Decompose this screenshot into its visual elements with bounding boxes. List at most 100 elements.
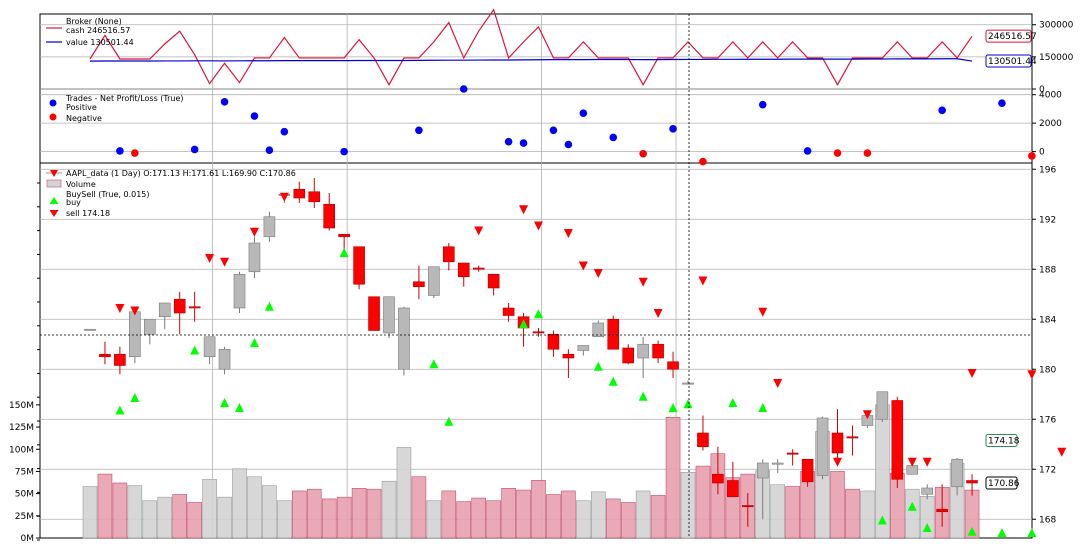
trade-positive-point [998,99,1006,108]
broker-ytick-label: 150000 [1039,53,1074,63]
candle-body [801,458,814,483]
candle-body [114,353,126,366]
buy-signal-marker [877,515,887,525]
buy-signal-marker [339,248,349,257]
broker-last-box-cash [985,29,1032,43]
price-ytick-label: 188 [1039,265,1056,275]
volume-bar [157,496,173,539]
sell-signal-marker [474,226,484,236]
candle-body [846,436,859,439]
volume-bar [336,496,352,539]
legend-marker-buy [49,197,59,204]
buy-signal-marker [519,319,529,329]
candle-body [158,302,171,318]
sell-signal-marker [638,277,648,287]
buy-signal-marker [593,361,603,371]
candle-body [876,391,889,420]
sell-signal-marker [758,307,768,317]
volume-bar [306,488,322,539]
candle-body [487,273,500,289]
candle-body [682,382,694,385]
sell-signal-marker [578,261,588,271]
volume-bar [635,490,651,539]
candle-body [786,452,799,455]
price-ytick-label: 196 [1039,165,1056,175]
volume-bar [590,491,606,539]
volume-bar [366,488,382,539]
volume-bar [97,473,113,539]
trade-positive-point [265,146,274,154]
volume-bar [321,498,337,539]
volume-bar [217,496,232,539]
buy-signal-marker [907,501,917,511]
volume-bar [665,416,681,539]
trade-positive-point [519,139,528,147]
broker-ytick-label: 300000 [1039,21,1074,31]
sell-signal-marker [519,205,529,215]
buy-signal-marker [638,391,648,401]
buy-signal-marker [1027,528,1037,537]
trade-positive-point [758,100,767,109]
candle-body [457,262,470,278]
candle-body [727,480,739,498]
candle-body [547,333,560,350]
price-ytick-label: 184 [1039,315,1056,325]
candle-body [203,336,216,358]
broker-last-label-value: 130501.44 [988,57,1037,67]
sell-signal-marker [593,269,603,278]
buy-signal-marker [429,359,439,369]
broker-last-box-value [985,54,1032,68]
legend-marker-positive [49,99,57,107]
candle-body [472,267,485,270]
trade-positive-point [504,137,513,146]
volume-ytick-label: 125M [9,423,34,433]
candle-body [323,203,336,229]
sell-signal-marker [907,457,917,467]
buy-signal-marker [967,526,977,536]
volume-bar [441,490,457,539]
candle-body [697,432,709,448]
buy-signal-marker [668,403,678,412]
trades-ytick-label: 0 [1039,148,1045,158]
price-ytick-label: 168 [1039,515,1056,525]
trade-positive-point [938,106,946,115]
volume-bar [650,495,666,539]
trade-positive-point [220,98,229,106]
candle-body [398,307,410,370]
price-legend-volume: Volume [66,180,96,189]
volume-bar [127,485,143,539]
candle-body [353,246,365,285]
candle-body [144,318,156,335]
volume-bar [411,476,427,539]
buy-signal-marker [922,523,932,532]
volume-ytick-label: 50M [15,490,34,500]
volume-bar [501,487,516,539]
legend-marker-volume [46,179,62,188]
candle-body [502,307,515,316]
volume-bar [426,500,442,539]
trade-positive-point [579,109,588,117]
volume-bar [845,488,860,539]
candle-body [637,343,649,359]
candle-body [607,318,620,350]
candle-body [831,432,844,454]
volume-bar [576,500,591,539]
volume-bar [561,490,576,539]
sell-signal-marker [773,379,783,388]
price-ytick-label: 192 [1039,215,1056,225]
candle-body [667,361,679,370]
volume-bar [262,485,277,539]
sell-signal-marker [444,254,454,263]
trades-legend-positive: Positive [66,103,97,112]
trade-positive-point [669,125,677,133]
trade-positive-point [190,145,199,154]
volume-bar [381,480,397,539]
trade-positive-point [609,133,618,142]
volume-bar [232,468,247,539]
candle-body [248,242,261,273]
price-ytick-label: 176 [1039,415,1056,425]
volume-bar [904,488,920,539]
price-last-box-0 [985,434,1018,447]
volume-bar [471,497,487,539]
volume-bar [830,471,845,539]
